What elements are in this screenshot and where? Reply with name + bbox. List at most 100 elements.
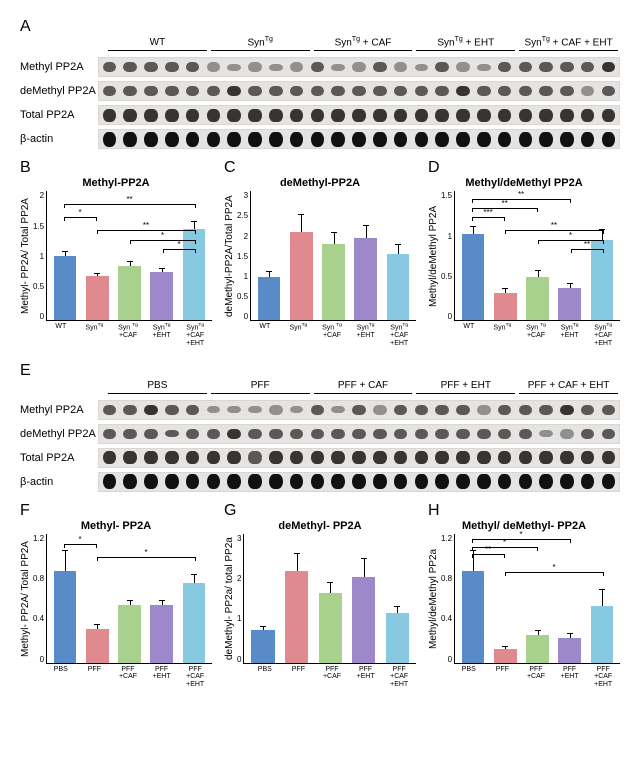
figure: A WTSynTgSynTg + CAFSynTg + EHTSynTg + C… <box>0 0 640 721</box>
y-tick: 2 <box>237 232 248 241</box>
group-header-item: PFF + EHT <box>414 380 517 396</box>
blot-band <box>477 109 491 122</box>
blot-band <box>539 132 553 147</box>
blot-band <box>394 86 408 96</box>
blot-band <box>227 406 241 413</box>
blot-band <box>373 451 387 464</box>
blot-band <box>435 451 449 464</box>
x-tick: SynTg+EHT <box>145 323 179 347</box>
x-tick: PBS <box>248 666 282 689</box>
chart-g: GdeMethyl- PP2AdeMethyl- PP2a/ total PP2… <box>224 502 416 689</box>
group-header-item: PBS <box>106 380 209 396</box>
y-tick: 0.5 <box>441 272 452 281</box>
blot-band <box>560 109 574 122</box>
x-tick: WT <box>248 323 282 347</box>
y-tick: 0.5 <box>237 292 248 301</box>
x-tick: SynTg <box>282 323 316 347</box>
bar <box>319 593 342 662</box>
bar <box>494 649 517 663</box>
x-tick: Syn Tg+CAF <box>111 323 145 347</box>
blot-row: deMethyl PP2A <box>20 424 620 444</box>
chart-f: FMethyl- PP2AMethyl- PP2A/ Total PP2A1.2… <box>20 502 212 689</box>
blot-band <box>248 451 262 464</box>
blot-band <box>186 62 200 72</box>
blot-strip <box>98 129 620 149</box>
blot-band <box>373 429 387 439</box>
bar <box>526 635 549 663</box>
y-axis-ticks: 1.20.80.40 <box>31 534 46 664</box>
blot-band <box>352 62 366 72</box>
bar <box>86 276 109 320</box>
blot-band <box>373 109 387 122</box>
blot-band <box>103 474 117 489</box>
blot-band <box>269 429 283 439</box>
blot-row-label: deMethyl PP2A <box>20 85 98 97</box>
blot-band <box>539 451 553 464</box>
bar <box>118 266 141 321</box>
blot-band <box>290 86 304 96</box>
blot-band <box>290 474 304 489</box>
blot-band <box>123 132 137 147</box>
y-tick: 0.8 <box>441 574 452 583</box>
bar <box>386 613 409 663</box>
blot-band <box>498 86 512 96</box>
blot-band <box>435 109 449 122</box>
blot-strip <box>98 105 620 125</box>
blot-band <box>186 405 200 415</box>
x-tick: PFF+EHT <box>349 666 383 689</box>
blot-band <box>560 474 574 489</box>
blot-band <box>415 86 429 96</box>
blot-band <box>186 429 200 439</box>
panel-label: B <box>20 159 31 176</box>
blot-row: Total PP2A <box>20 448 620 468</box>
x-tick: Syn Tg+CAF <box>519 323 553 347</box>
blot-band <box>539 430 553 437</box>
panel-a-group-header: WTSynTgSynTg + CAFSynTg + EHTSynTg + CAF… <box>106 36 620 53</box>
group-header-item: PFF <box>209 380 312 396</box>
blot-band <box>248 406 262 413</box>
x-axis-ticks: WTSynTgSyn Tg+CAFSynTg+EHTSynTg+CAF +EHT <box>248 323 416 347</box>
bar <box>258 277 281 320</box>
x-tick: PFF <box>78 666 112 689</box>
blot-strip <box>98 57 620 77</box>
blot-row: deMethyl PP2A <box>20 81 620 101</box>
y-axis-ticks: 32.521.510.50 <box>235 191 250 321</box>
x-tick: Syn Tg+CAF <box>315 323 349 347</box>
blot-band <box>602 451 616 464</box>
blot-band <box>269 405 283 415</box>
blot-band <box>519 474 533 489</box>
blot-band <box>165 86 179 96</box>
group-header-item: SynTg + CAF + EHT <box>517 36 620 53</box>
panel-label: C <box>224 159 236 176</box>
y-tick: 0 <box>237 655 241 664</box>
bar <box>591 240 614 320</box>
blot-band <box>519 62 533 72</box>
blot-band <box>560 132 574 147</box>
blot-band <box>435 474 449 489</box>
blot-band <box>123 86 137 96</box>
blot-band <box>373 474 387 489</box>
x-axis-ticks: WTSynTgSyn Tg+CAFSynTg+EHTSynTg+CAF +EHT <box>452 323 620 347</box>
blot-band <box>477 451 491 464</box>
blot-band <box>498 474 512 489</box>
bar <box>322 244 345 321</box>
blot-strip <box>98 424 620 444</box>
plot-area <box>243 534 416 664</box>
bar <box>558 638 581 663</box>
x-axis-ticks: WTSynTgSyn Tg+CAFSynTg+EHTSynTg+CAF +EHT <box>44 323 212 347</box>
blot-row-label: Total PP2A <box>20 452 98 464</box>
bar <box>290 232 313 320</box>
blot-band <box>331 451 345 464</box>
y-tick: 0.4 <box>441 614 452 623</box>
blot-band <box>311 109 325 122</box>
blot-band <box>227 132 241 147</box>
x-axis-ticks: PBSPFFPFF+CAFPFF+EHTPFF+CAF +EHT <box>248 666 416 689</box>
blot-band <box>498 109 512 122</box>
blot-band <box>435 62 449 72</box>
y-tick: 0 <box>33 312 44 321</box>
blot-band <box>498 62 512 72</box>
bar <box>285 571 308 663</box>
blot-band <box>477 86 491 96</box>
y-tick: 0 <box>237 312 248 321</box>
blot-band <box>394 405 408 415</box>
